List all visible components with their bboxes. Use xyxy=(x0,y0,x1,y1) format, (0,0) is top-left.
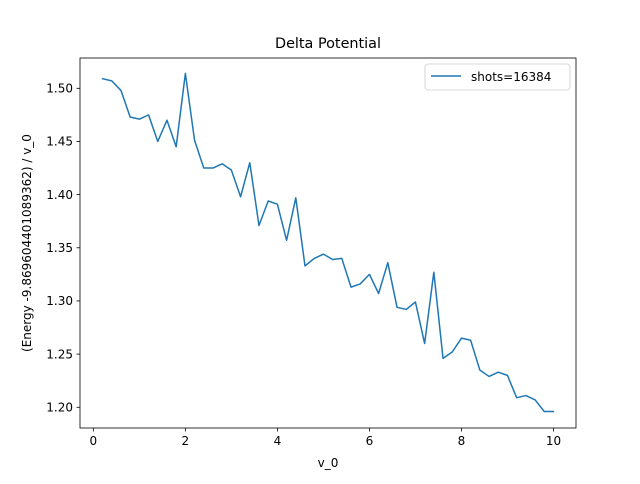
x-tick-label: 4 xyxy=(274,434,282,448)
legend: shots=16384 xyxy=(425,64,570,90)
x-tick-label: 10 xyxy=(546,434,561,448)
x-tick-label: 0 xyxy=(90,434,98,448)
chart-title: Delta Potential xyxy=(275,36,381,52)
legend-entry-label: shots=16384 xyxy=(471,70,551,84)
y-tick-label: 1.50 xyxy=(46,82,73,96)
x-tick-label: 2 xyxy=(182,434,190,448)
y-tick-label: 1.45 xyxy=(46,135,73,149)
x-axis-ticks: 0 2 4 6 8 10 xyxy=(90,428,562,448)
y-tick-label: 1.20 xyxy=(46,400,73,414)
y-axis-label: (Energy -9.869604401089362) / v_0 xyxy=(20,134,34,352)
y-tick-label: 1.40 xyxy=(46,188,73,202)
series-layer xyxy=(103,73,554,411)
plot-frame xyxy=(80,58,576,428)
y-axis-ticks: 1.20 1.25 1.30 1.35 1.40 1.45 1.50 xyxy=(46,82,80,415)
x-tick-label: 6 xyxy=(366,434,374,448)
x-axis-label: v_0 xyxy=(318,456,339,470)
y-tick-label: 1.25 xyxy=(46,347,73,361)
x-tick-label: 8 xyxy=(458,434,466,448)
y-tick-label: 1.30 xyxy=(46,294,73,308)
y-tick-label: 1.35 xyxy=(46,241,73,255)
plot-area xyxy=(80,58,576,428)
series-line xyxy=(103,73,554,411)
